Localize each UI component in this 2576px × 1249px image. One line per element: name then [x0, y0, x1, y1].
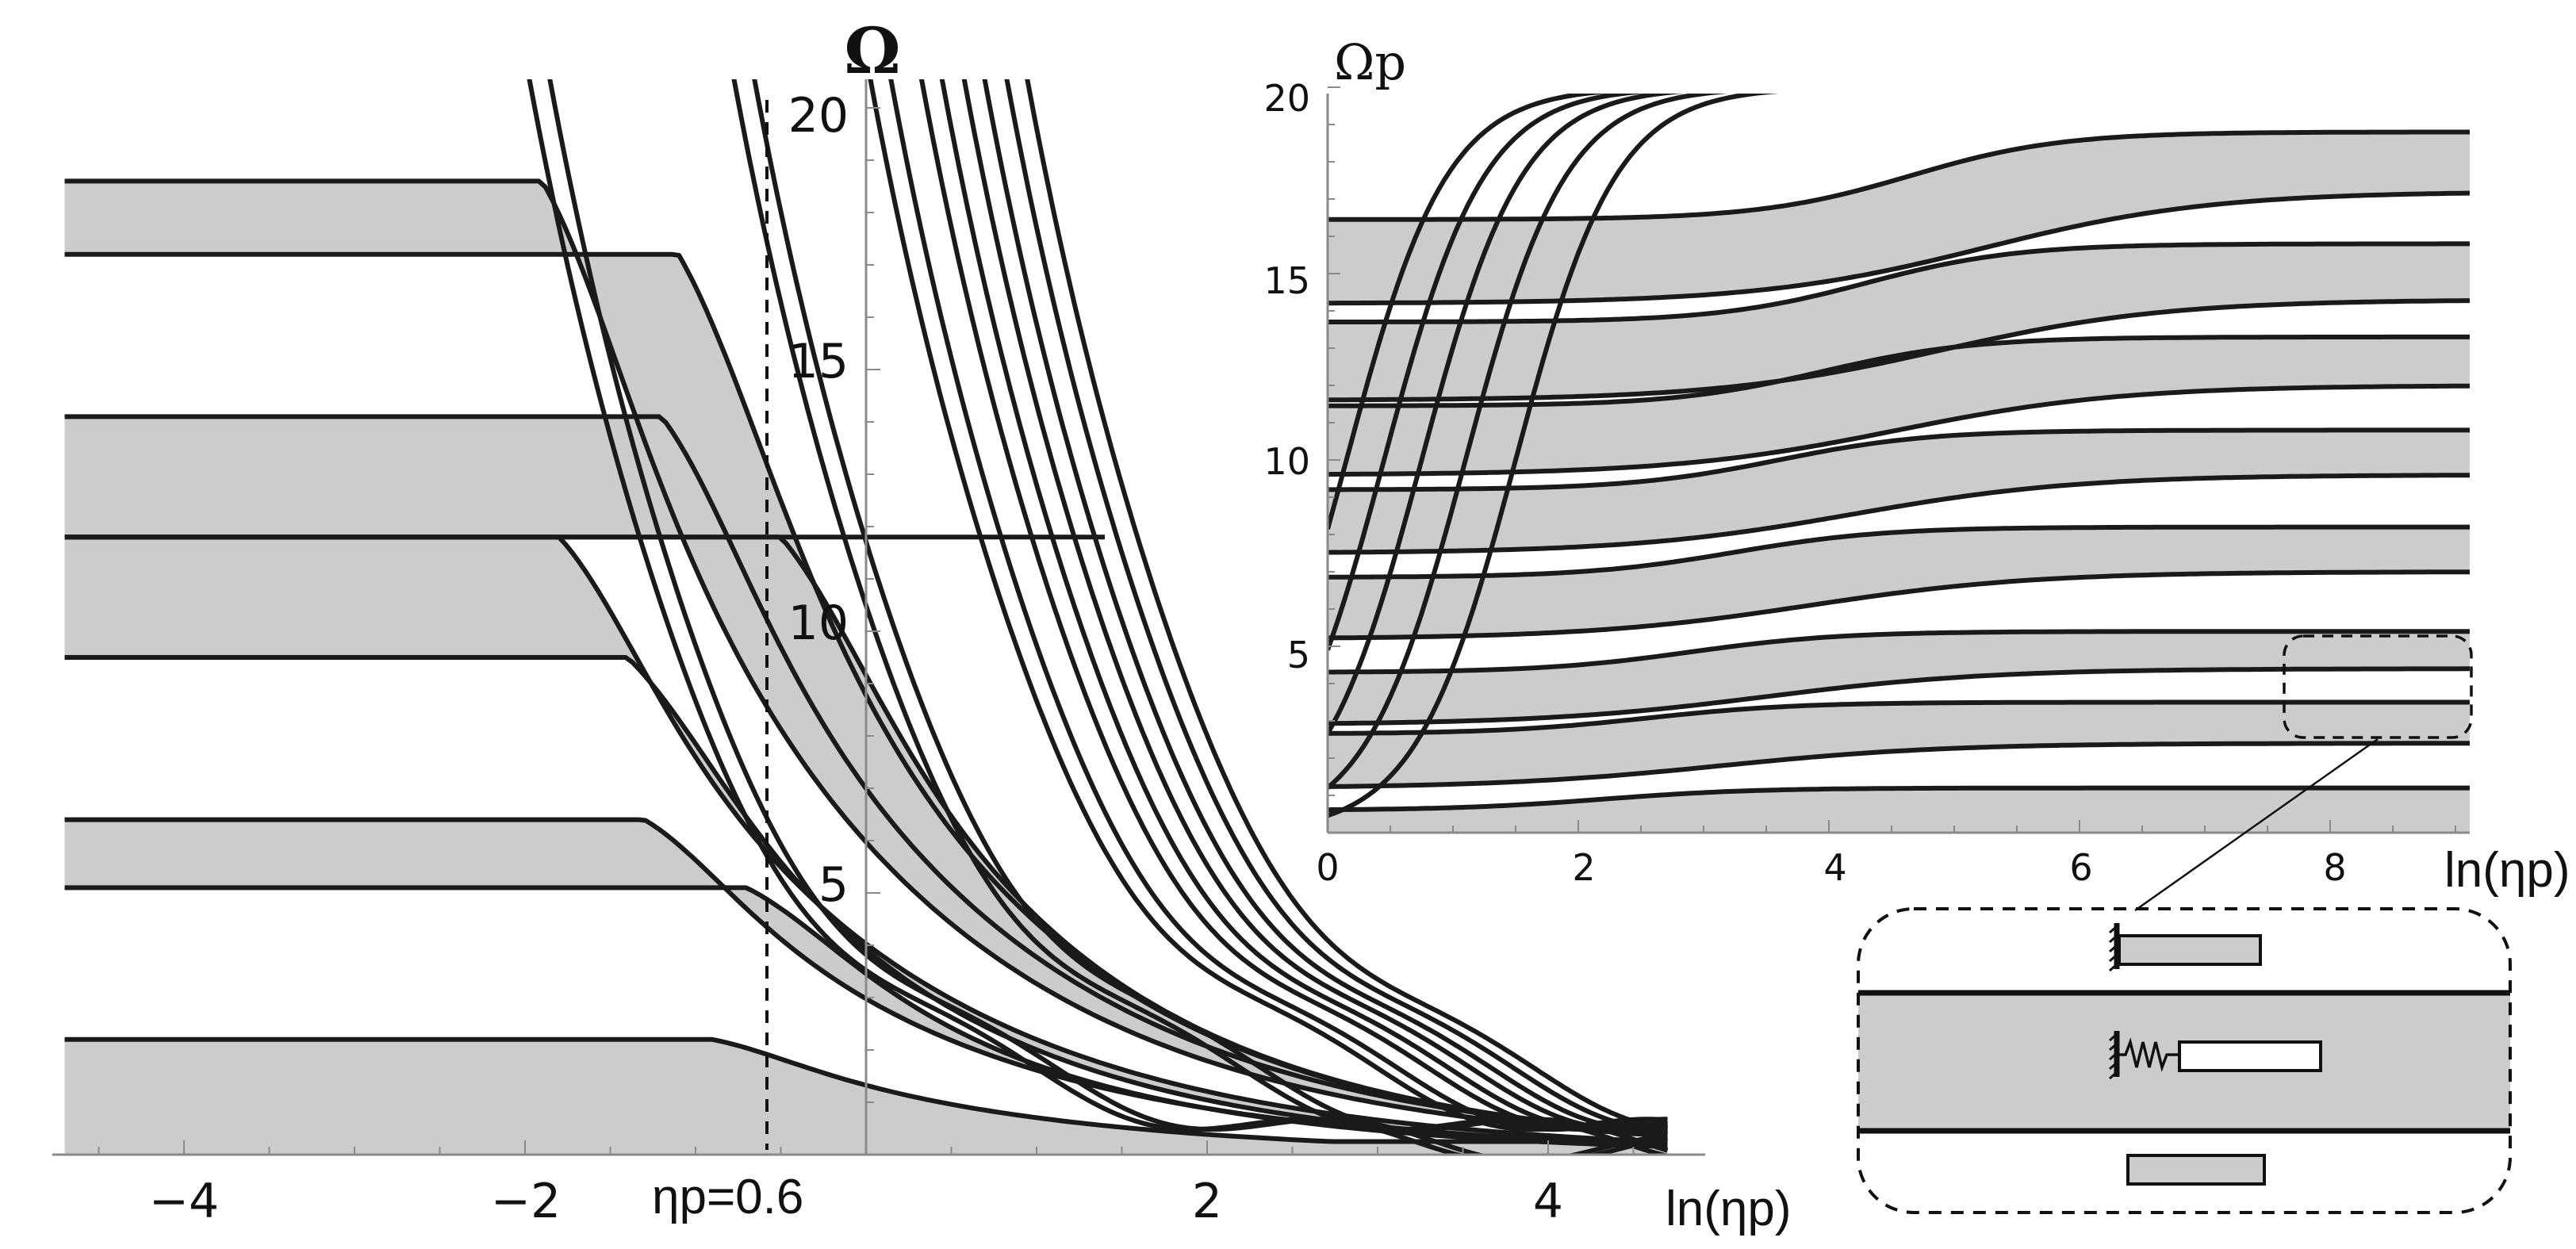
- inset-rising-curve-3: [1328, 94, 1728, 790]
- main-descending-curve-4-0: [961, 79, 1668, 1132]
- inset-band-lower-curve-5: [1328, 383, 2470, 477]
- inset-band-upper-curve-7: [1328, 129, 2470, 222]
- main-descending-curve-2-1: [888, 79, 1668, 1132]
- inset-xlabel: ln(ηp): [2444, 843, 2570, 898]
- inset-band-lower-curve-3: [1328, 569, 2470, 641]
- inset-band-3: [1328, 527, 2470, 638]
- inset-band-upper-curve-2: [1328, 629, 2470, 675]
- inset-xtick-label-0: 0: [1316, 846, 1339, 889]
- inset-band-4: [1328, 430, 2470, 553]
- inset-band-2: [1328, 631, 2470, 724]
- inset-band-lower-curve-1: [1328, 741, 2470, 789]
- main-axes: [52, 79, 1705, 1156]
- main-descending-curve-3-0: [918, 79, 1668, 1132]
- inset-band-upper-curve-0: [1328, 785, 2470, 813]
- zoom-leader-line: [2134, 738, 2379, 912]
- main-xtick-label-3: 4: [1533, 1174, 1563, 1229]
- inset-band-lower-curve-4: [1328, 473, 2470, 555]
- main-band-2: [64, 537, 1668, 1146]
- inset-band-upper-curve-6: [1328, 241, 2470, 324]
- inset-curves: [1328, 94, 2470, 818]
- inset-band-7: [1328, 132, 2470, 304]
- clamp-hatch-middle: [2109, 1033, 2118, 1080]
- main-ylabel: Ω: [844, 13, 900, 88]
- inset-ylabel: Ωp: [1334, 33, 1406, 91]
- inset-xtick-label-4: 8: [2323, 846, 2346, 889]
- inset-band-upper-curve-5: [1328, 334, 2470, 408]
- inset-xtick-label-3: 6: [2069, 846, 2092, 889]
- inset-band-upper-curve-4: [1328, 427, 2470, 492]
- inset-band-lower-curve-2: [1328, 666, 2470, 726]
- inset-band-lower-curve-7: [1328, 190, 2470, 306]
- inset-xtick-label-2: 4: [1823, 846, 1846, 889]
- main-ytick-label-0: 5: [818, 857, 849, 913]
- inset-rising-curve-0: [1328, 94, 1609, 530]
- schematic-frame: [1857, 907, 2512, 1214]
- main-ytick-label-2: 15: [788, 334, 849, 389]
- main-descending-curve-3-1: [939, 79, 1668, 1132]
- spring-icon: [2118, 1037, 2179, 1072]
- main-curves: [64, 79, 1669, 1155]
- inset-band-lower-curve-6: [1328, 298, 2470, 403]
- inset-band-upper-curve-1: [1328, 699, 2470, 736]
- main-descending-curve-5-0: [1004, 79, 1668, 1132]
- inset-axes: [1326, 94, 2470, 834]
- main-ticks: [98, 107, 1635, 1155]
- inset-ytick-label-2: 15: [1263, 259, 1310, 302]
- main-xtick-label-2: 2: [1192, 1174, 1222, 1229]
- main-xlabel: ln(ηp): [1666, 1182, 1792, 1236]
- main-descending-curve-5-1: [1025, 79, 1668, 1131]
- inset-xtick-label-1: 2: [1572, 846, 1595, 889]
- main-descending-curve-0-0: [527, 79, 1668, 1155]
- inset-rising-curve-2: [1328, 94, 1685, 735]
- free-beam: [2126, 1154, 2266, 1186]
- main-descending-curve-0-1: [547, 79, 1669, 1155]
- inset-band-6: [1328, 243, 2470, 400]
- inset-ytick-label-3: 20: [1263, 77, 1310, 120]
- zoom-box: [2283, 634, 2473, 739]
- inset-ytick-label-0: 5: [1287, 634, 1310, 676]
- mode-schematic: [1857, 907, 2512, 1214]
- inset-ticks: [1328, 86, 2456, 833]
- eta-p-annotation: ηp=0.6: [652, 1170, 803, 1224]
- main-xtick-label-0: −4: [149, 1174, 219, 1229]
- inset-band-5: [1328, 336, 2470, 475]
- inset-ytick-label-1: 10: [1263, 440, 1310, 483]
- clamped-beam: [2118, 934, 2262, 966]
- inset-band-upper-curve-3: [1328, 524, 2470, 580]
- spring-mounted-beam: [2178, 1040, 2322, 1072]
- main-ytick-label-1: 10: [788, 596, 849, 651]
- clamp-hatch-top: [2109, 925, 2118, 972]
- inset-rising-curve-4: [1328, 94, 1779, 818]
- main-ytick-label-3: 20: [788, 88, 849, 144]
- main-xtick-label-1: −2: [491, 1174, 561, 1229]
- main-descending-curve-1-1: [752, 79, 1669, 1153]
- inset-rising-curve-1: [1328, 94, 1646, 651]
